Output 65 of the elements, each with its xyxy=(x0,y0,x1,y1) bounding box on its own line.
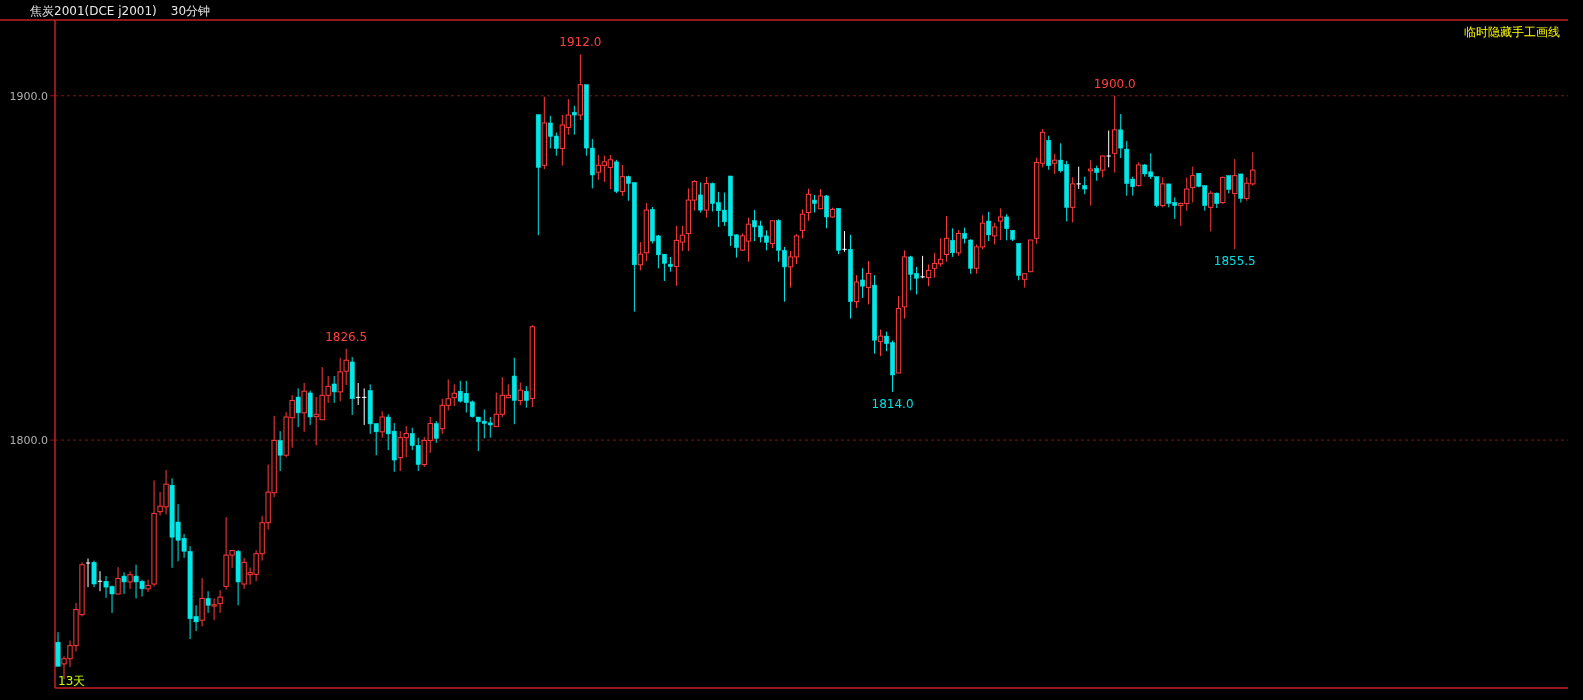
candlestick xyxy=(769,219,776,249)
candlestick xyxy=(799,208,806,239)
candlestick xyxy=(145,579,151,593)
candlestick xyxy=(1112,95,1118,174)
candlestick xyxy=(877,329,884,357)
candlestick xyxy=(1076,166,1082,190)
candlestick xyxy=(865,260,872,305)
candlestick xyxy=(199,577,205,627)
candlestick xyxy=(853,274,860,309)
candlestick xyxy=(517,382,523,406)
annotation: 1855.5 xyxy=(1213,253,1256,268)
candlestick xyxy=(1100,155,1106,178)
candlestick xyxy=(841,230,848,253)
candlestick xyxy=(997,207,1004,241)
candlestick xyxy=(619,164,626,197)
candlestick xyxy=(379,410,385,439)
candlestick xyxy=(824,194,829,229)
candlestick xyxy=(637,241,644,271)
candlestick xyxy=(986,211,992,242)
title: 焦炭2001(DCE j2001) 30分钟 xyxy=(30,4,211,18)
candlestick xyxy=(85,558,91,588)
annotation: 1826.5 xyxy=(325,329,368,344)
candlestick xyxy=(277,430,283,472)
candlestick xyxy=(1052,153,1058,175)
candlestick xyxy=(991,222,998,245)
candlestick xyxy=(523,385,529,409)
annotation: 1912.0 xyxy=(559,35,602,50)
candlestick xyxy=(950,227,955,258)
candlestick xyxy=(115,566,121,595)
annotation: 13天 xyxy=(58,674,86,688)
candlestick xyxy=(919,255,926,279)
candlestick xyxy=(1136,161,1142,188)
candlestick xyxy=(1208,190,1214,232)
candlestick xyxy=(217,589,223,614)
candlestick xyxy=(211,597,217,621)
annotation: 1900.0 xyxy=(1093,76,1136,91)
candlestick xyxy=(1190,166,1196,203)
annotation: 1814.0 xyxy=(871,396,914,411)
candlestick xyxy=(295,387,301,428)
candlestick xyxy=(127,570,133,590)
candlestick xyxy=(1070,176,1076,223)
candlestick xyxy=(1004,213,1010,241)
candlestick xyxy=(451,383,457,407)
candlestick xyxy=(955,229,962,257)
candlestick xyxy=(1106,130,1112,168)
candlestick xyxy=(860,267,865,299)
y-tick-label: 1800.0 xyxy=(9,434,48,448)
candlestick xyxy=(121,571,127,595)
candlestick xyxy=(698,182,703,213)
candlestick xyxy=(1088,159,1094,207)
text: 临时隐藏手工画线 xyxy=(1464,25,1560,39)
candlestick xyxy=(91,560,97,588)
candlestick xyxy=(205,590,211,614)
candlestick xyxy=(301,382,307,433)
candlestick xyxy=(943,215,950,263)
candlestick xyxy=(355,382,361,406)
candlestick xyxy=(925,263,932,287)
candlestick xyxy=(361,387,367,426)
candlestick xyxy=(331,375,337,404)
candlestick xyxy=(1160,176,1166,208)
candlestick xyxy=(805,188,812,222)
candlestick xyxy=(433,420,439,444)
candlestick xyxy=(97,570,103,592)
candlestick xyxy=(1232,158,1238,250)
candlestick xyxy=(571,105,577,136)
